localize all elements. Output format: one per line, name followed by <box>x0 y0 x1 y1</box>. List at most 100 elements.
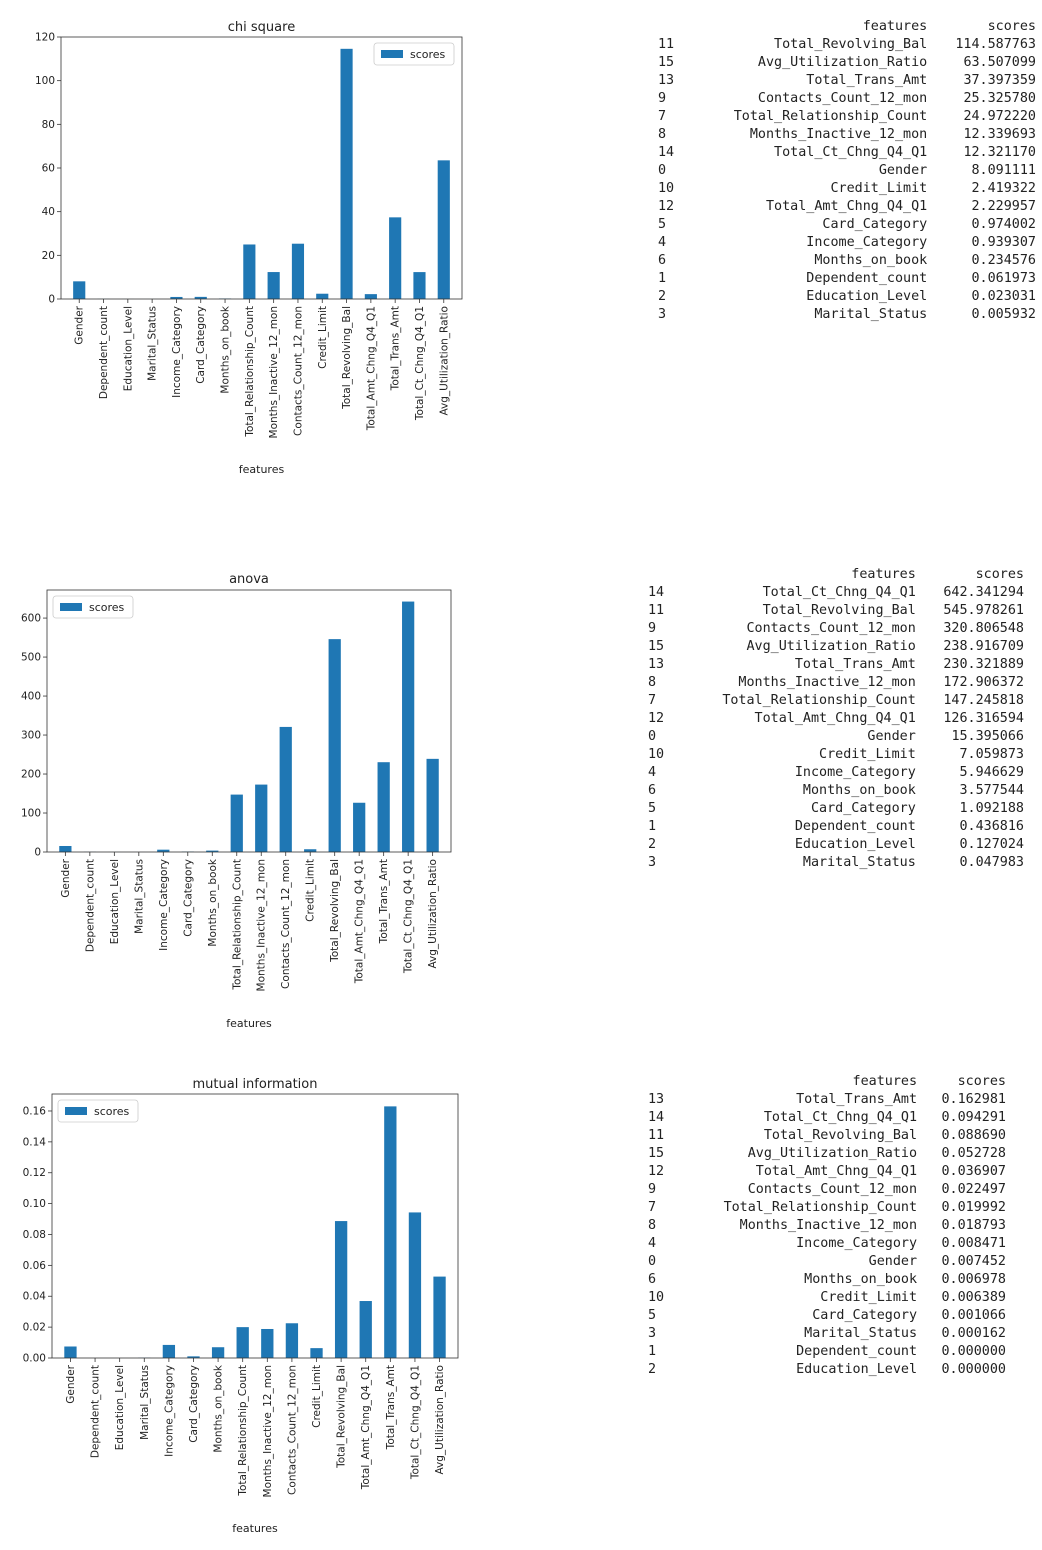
x-tick-label: Total_Revolving_Bal <box>329 859 341 963</box>
table-row: 2 Education_Level 0.000000 <box>648 1361 1006 1379</box>
bar-Income_Category <box>170 296 183 299</box>
x-tick-label: Months_on_book <box>207 858 219 946</box>
row-index: 9 <box>648 1182 657 1197</box>
x-tick-label: Gender <box>65 1364 77 1403</box>
feature-name: Total_Amt_Chng_Q4_Q1 <box>754 711 916 726</box>
x-tick-label: Total_Trans_Amt <box>378 859 390 944</box>
table-row: 7 Total_Relationship_Count 24.972220 <box>658 108 1036 126</box>
table-row: 2 Education_Level 0.127024 <box>648 836 1024 854</box>
y-tick-label: 60 <box>42 163 55 175</box>
legend-box <box>57 1099 139 1123</box>
bar-Total_Relationship_Count <box>230 794 243 852</box>
x-tick-label: Months_Inactive_12_mon <box>256 859 268 991</box>
x-axis-label: features <box>232 1522 278 1535</box>
score-value: 0.007452 <box>941 1254 1007 1269</box>
table-row: 11 Total_Revolving_Bal 545.978261 <box>648 602 1024 620</box>
score-value: 126.316594 <box>943 711 1024 726</box>
row-index: 4 <box>648 1236 657 1251</box>
score-value: 0.974002 <box>971 217 1037 232</box>
score-value: 238.916709 <box>943 639 1024 654</box>
bar-Months_Inactive_12_mon <box>261 1328 274 1358</box>
score-value: 147.245818 <box>943 693 1024 708</box>
feature-name: Education_Level <box>794 837 916 852</box>
chart-title: chi square <box>228 20 295 35</box>
feature-name: Education_Level <box>806 289 928 304</box>
bar-Avg_Utilization_Ratio <box>433 1276 446 1358</box>
row-index: 7 <box>658 109 667 124</box>
table-row: 3 Marital_Status 0.047983 <box>648 854 1024 872</box>
table-row: 15 Avg_Utilization_Ratio 238.916709 <box>648 638 1024 656</box>
feature-name: Marital_Status <box>804 1326 918 1341</box>
mutual-information-scores-table: features scores 13 Total_Trans_Amt 0.162981 1… <box>648 1073 1006 1379</box>
header-scores: scores <box>987 19 1036 34</box>
table-row: 9 Contacts_Count_12_mon 0.022497 <box>648 1181 1006 1199</box>
feature-name: Total_Ct_Chng_Q4_Q1 <box>763 1110 918 1125</box>
feature-name: Months_Inactive_12_mon <box>738 675 916 690</box>
row-index: 12 <box>648 1164 665 1179</box>
bar-Avg_Utilization_Ratio <box>426 758 439 852</box>
table-row: 0 Gender 0.007452 <box>648 1253 1006 1271</box>
x-tick-label: Months_on_book <box>220 305 232 393</box>
y-tick-label: 0.12 <box>23 1167 46 1179</box>
legend-swatch <box>381 50 403 58</box>
score-value: 0.000162 <box>941 1326 1007 1341</box>
feature-name: Total_Trans_Amt <box>806 73 928 88</box>
x-tick-label: Credit_Limit <box>305 859 317 922</box>
x-axis-label: features <box>226 1017 272 1030</box>
row-index: 8 <box>648 1218 657 1233</box>
table-row: 4 Income_Category 0.939307 <box>658 234 1036 252</box>
score-value: 0.005932 <box>971 307 1037 322</box>
table-row: 15 Avg_Utilization_Ratio 63.507099 <box>658 54 1036 72</box>
x-tick-label: Credit_Limit <box>311 1365 323 1428</box>
row-index: 8 <box>658 127 667 142</box>
x-tick-label: Education_Level <box>114 1365 126 1450</box>
y-tick-label: 0.14 <box>23 1136 47 1148</box>
x-tick-label: Education_Level <box>122 306 134 391</box>
score-value: 0.162981 <box>941 1092 1007 1107</box>
score-value: 2.419322 <box>971 181 1037 196</box>
y-tick-label: 120 <box>35 32 55 44</box>
x-tick-label: Total_Revolving_Bal <box>336 1365 348 1469</box>
feature-name: Dependent_count <box>794 819 916 834</box>
row-index: 0 <box>658 163 667 178</box>
bar-Credit_Limit <box>310 1348 323 1358</box>
bar-Total_Ct_Chng_Q4_Q1 <box>402 601 415 852</box>
feature-name: Gender <box>878 163 928 178</box>
legend-label: scores <box>94 1105 130 1118</box>
header-index <box>648 1073 678 1091</box>
table-row: 11 Total_Revolving_Bal 114.587763 <box>658 36 1036 54</box>
score-value: 0.052728 <box>941 1146 1007 1161</box>
y-tick-label: 600 <box>21 613 41 625</box>
legend-label: scores <box>410 48 446 61</box>
plot-frame <box>51 1093 459 1359</box>
row-index: 2 <box>648 1362 657 1377</box>
table-header-row: features scores <box>648 1073 1006 1091</box>
feature-name: Marital_Status <box>802 855 916 870</box>
score-value: 0.008471 <box>941 1236 1007 1251</box>
feature-name: Total_Revolving_Bal <box>774 37 928 52</box>
x-tick-label: Total_Revolving_Bal <box>341 306 353 410</box>
feature-name: Contacts_Count_12_mon <box>746 621 916 636</box>
feature-name: Credit_Limit <box>820 1290 918 1305</box>
table-row: 7 Total_Relationship_Count 147.245818 <box>648 692 1024 710</box>
y-tick-label: 0.16 <box>23 1105 47 1117</box>
x-tick-label: Marital_Status <box>133 859 145 934</box>
row-index: 11 <box>658 37 675 52</box>
table-row: 14 Total_Ct_Chng_Q4_Q1 12.321170 <box>658 144 1036 162</box>
feature-name: Total_Trans_Amt <box>796 1092 918 1107</box>
table-row: 14 Total_Ct_Chng_Q4_Q1 0.094291 <box>648 1109 1006 1127</box>
header-scores: scores <box>957 1074 1006 1089</box>
score-value: 0.022497 <box>941 1182 1007 1197</box>
x-tick-label: Total_Trans_Amt <box>385 1365 397 1450</box>
bar-Total_Amt_Chng_Q4_Q1 <box>353 802 366 852</box>
y-tick-label: 0 <box>48 294 55 306</box>
score-value: 172.906372 <box>943 675 1024 690</box>
row-index: 15 <box>648 639 665 654</box>
x-tick-label: Gender <box>74 305 86 344</box>
x-tick-label: Card_Category <box>195 306 207 384</box>
x-tick-label: Months_Inactive_12_mon <box>262 1365 274 1497</box>
row-index: 9 <box>648 621 657 636</box>
feature-name: Avg_Utilization_Ratio <box>757 55 928 70</box>
feature-name: Card_Category <box>812 1308 918 1323</box>
mutual-information-chart: mutual information 0.00 0.02 0.04 0.06 0.08 0.… <box>23 1077 459 1535</box>
